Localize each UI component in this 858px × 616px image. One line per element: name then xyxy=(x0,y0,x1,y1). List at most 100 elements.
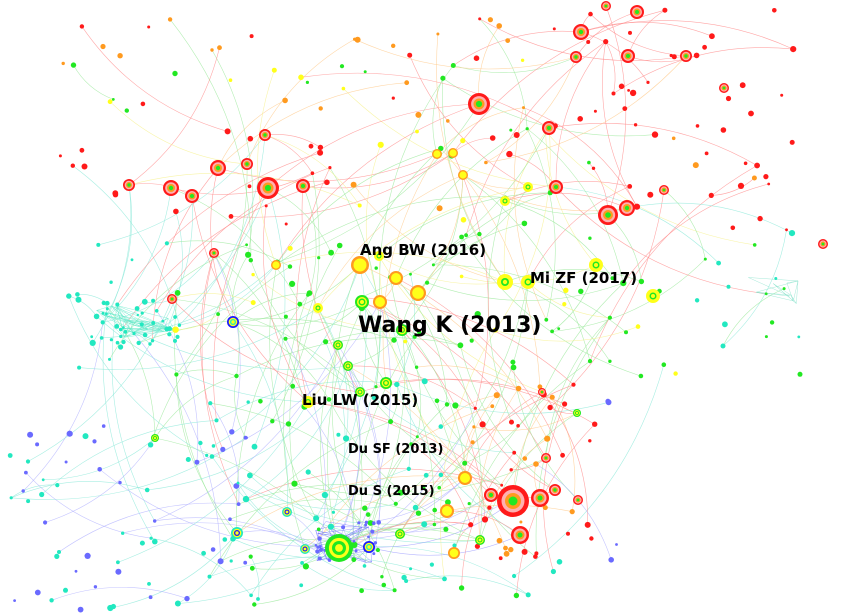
network-node xyxy=(415,510,422,516)
network-node xyxy=(743,161,748,166)
network-node xyxy=(401,574,407,581)
network-node xyxy=(208,401,213,406)
citation-edge xyxy=(213,252,240,377)
network-node xyxy=(147,25,151,29)
network-node xyxy=(520,58,525,62)
network-node xyxy=(442,576,447,582)
network-node xyxy=(287,264,293,269)
hub-node xyxy=(621,49,635,63)
citation-edge xyxy=(368,534,521,556)
network-node xyxy=(478,17,482,21)
network-node xyxy=(115,340,120,345)
network-node xyxy=(726,284,731,289)
network-node xyxy=(496,537,503,544)
citation-edge xyxy=(231,254,249,323)
citation-edge xyxy=(200,252,224,450)
network-node xyxy=(217,45,222,51)
network-node xyxy=(566,531,570,536)
citation-edge xyxy=(43,437,156,481)
network-node xyxy=(175,334,180,339)
network-node xyxy=(720,127,727,133)
network-node xyxy=(167,332,172,337)
network-node xyxy=(751,175,757,181)
network-node xyxy=(651,131,659,138)
citation-edge xyxy=(365,144,381,303)
cluster-edge xyxy=(116,305,125,321)
network-node xyxy=(421,378,428,385)
network-node xyxy=(521,548,528,555)
network-node xyxy=(487,505,492,510)
network-node xyxy=(633,203,641,210)
citation-edge xyxy=(254,187,286,447)
network-node xyxy=(233,483,240,489)
network-node xyxy=(96,242,101,247)
citation-edge xyxy=(452,152,489,409)
network-node xyxy=(264,204,268,208)
citation-edge xyxy=(229,498,419,520)
network-node xyxy=(109,280,113,284)
network-node xyxy=(404,80,410,86)
hub-node xyxy=(484,488,498,502)
network-node xyxy=(374,266,378,270)
citation-edge xyxy=(209,421,391,577)
network-node xyxy=(611,91,616,96)
citation-edge xyxy=(541,391,589,525)
network-node xyxy=(297,301,303,307)
citation-edge xyxy=(433,186,529,266)
network-node xyxy=(93,313,100,320)
citation-edge xyxy=(267,187,332,253)
network-node xyxy=(201,550,207,556)
citation-edge xyxy=(580,20,794,50)
network-node xyxy=(321,491,328,499)
network-node xyxy=(107,604,114,612)
network-node xyxy=(673,371,678,376)
network-node xyxy=(84,552,91,560)
network-node xyxy=(394,381,400,388)
citation-edge xyxy=(416,365,519,389)
network-node xyxy=(370,529,375,534)
network-node xyxy=(174,600,181,607)
hub-node xyxy=(458,170,468,180)
network-node xyxy=(556,559,563,565)
network-node xyxy=(220,446,226,452)
citation-edge xyxy=(102,184,133,323)
network-node xyxy=(210,547,216,552)
citation-edge xyxy=(264,134,360,206)
citation-edge xyxy=(504,192,628,209)
hub-node xyxy=(549,180,563,194)
cluster-edge xyxy=(116,305,123,329)
network-node xyxy=(214,418,219,423)
network-node xyxy=(477,231,482,237)
network-node xyxy=(139,322,144,327)
cluster-edge xyxy=(111,305,164,332)
citation-edge xyxy=(262,205,309,403)
network-node xyxy=(43,520,48,525)
network-node xyxy=(216,312,221,316)
network-node xyxy=(748,110,754,117)
citation-edge xyxy=(45,437,156,523)
network-node xyxy=(229,559,233,563)
hub-node xyxy=(210,160,226,176)
network-node xyxy=(70,62,77,68)
cluster-edge xyxy=(167,318,175,329)
cluster-edge xyxy=(315,530,328,561)
network-node xyxy=(172,70,178,77)
network-node xyxy=(763,174,769,180)
citation-edge xyxy=(551,264,597,332)
network-node xyxy=(509,468,513,472)
network-node xyxy=(249,34,254,39)
network-node xyxy=(646,80,650,84)
hub-node xyxy=(589,258,603,272)
hub-node xyxy=(259,129,271,141)
hub-node xyxy=(458,471,472,485)
network-node xyxy=(364,523,368,527)
network-node xyxy=(622,106,628,111)
network-node xyxy=(560,452,565,458)
network-node xyxy=(445,499,451,506)
network-node xyxy=(151,298,156,303)
network-node xyxy=(77,365,82,370)
network-node xyxy=(372,552,376,556)
network-node xyxy=(375,547,380,553)
citation-edge xyxy=(396,384,521,536)
